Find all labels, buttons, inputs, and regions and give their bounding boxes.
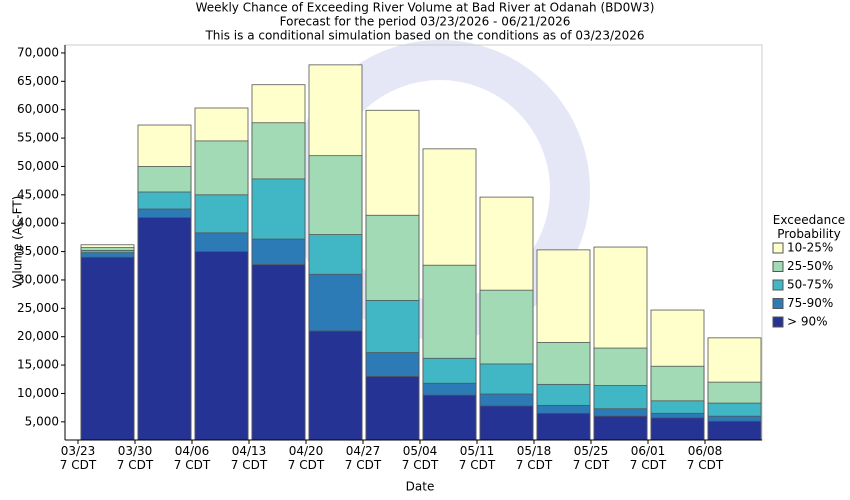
y-tick-label: 5,000 [25,414,59,428]
bar [422,394,477,441]
x-axis-label: Date [406,480,435,494]
bar [707,420,762,441]
y-tick-label: 10,000 [17,386,59,400]
x-tick-label: 06/08 7 CDT [686,444,724,472]
legend-swatch [772,261,784,272]
legend-swatch [772,242,784,254]
bar [80,256,135,441]
bar [593,415,648,441]
y-tick-label: 20,000 [17,329,59,343]
y-tick-label: 55,000 [17,131,59,145]
y-tick-label: 50,000 [17,159,59,173]
legend-label: > 90% [787,315,828,329]
bar [365,376,420,441]
legend-title: Exceedance Probability [772,213,846,241]
legend-label: 50-75% [787,278,833,292]
x-tick-label: 04/27 7 CDT [344,444,382,472]
x-tick-label: 04/06 7 CDT [173,444,211,472]
x-tick-label: 04/20 7 CDT [287,444,325,472]
y-tick-label: 65,000 [17,74,59,88]
x-tick-label: 05/18 7 CDT [515,444,553,472]
x-tick-label: 04/13 7 CDT [230,444,268,472]
y-tick-label: 45,000 [17,187,59,201]
legend-swatch [772,298,784,309]
chart-title: Weekly Chance of Exceeding River Volume … [196,1,655,15]
bar [137,217,192,441]
bar [650,417,705,441]
legend-label: 10-25% [787,241,833,255]
x-tick-label: 05/04 7 CDT [401,444,439,472]
y-tick-label: 40,000 [17,216,59,230]
x-tick-label: 03/30 7 CDT [116,444,154,472]
bar [194,251,249,441]
x-tick-label: 05/25 7 CDT [572,444,610,472]
legend-label: 75-90% [787,296,833,310]
bar [251,264,306,441]
y-tick-label: 15,000 [17,358,59,372]
bar [536,412,591,441]
x-tick-label: 03/23 7 CDT [59,444,97,472]
chart-subtitle: This is a conditional simulation based o… [204,29,644,43]
x-tick-label: 05/11 7 CDT [458,444,496,472]
x-tick-label: 06/01 7 CDT [629,444,667,472]
legend-label: 25-50% [787,259,833,273]
bar [308,330,363,441]
y-tick-label: 25,000 [17,301,59,315]
y-tick-label: 35,000 [17,244,59,258]
legend-swatch [772,316,784,328]
y-tick-label: 60,000 [17,102,59,116]
y-tick-label: 30,000 [17,272,59,286]
y-axis-label: Volume (AC-FT) [11,196,25,289]
legend-swatch [772,279,784,291]
y-tick-label: 70,000 [17,45,59,59]
bar [479,405,534,441]
chart-subtitle: Forecast for the period 03/23/2026 - 06/… [280,15,571,29]
